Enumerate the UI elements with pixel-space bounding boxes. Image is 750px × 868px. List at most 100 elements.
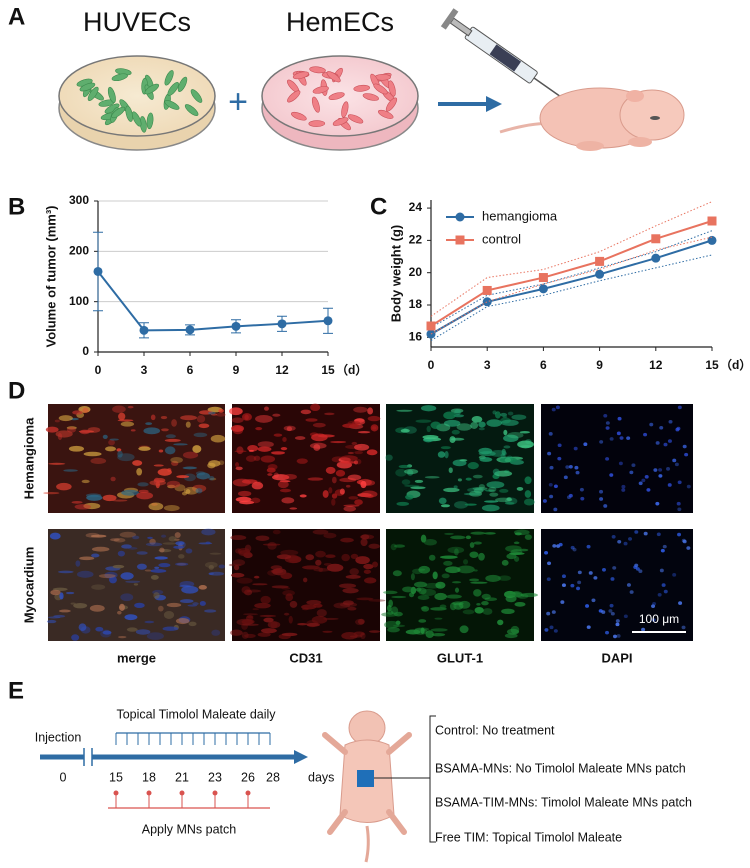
point bbox=[707, 216, 717, 226]
point bbox=[482, 297, 492, 307]
daily-label: Topical Timolol Maleate daily bbox=[116, 707, 276, 721]
legend-label: hemangioma bbox=[482, 208, 558, 223]
cell-label: HemECs bbox=[286, 7, 394, 37]
point bbox=[595, 256, 605, 266]
group-label: Free TIM: Topical Timolol Maleate bbox=[435, 830, 622, 844]
legend-marker bbox=[455, 235, 465, 245]
groups: Control: No treatment BSAMA-MNs: No Timol… bbox=[435, 723, 692, 844]
column-label: GLUT-1 bbox=[437, 650, 483, 665]
dish bbox=[58, 55, 216, 151]
cell-label: HUVECs bbox=[83, 7, 191, 37]
x-tick-label: 0 bbox=[95, 363, 102, 377]
series-line bbox=[97, 270, 329, 332]
series-line bbox=[430, 220, 713, 327]
x-tick-label: 9 bbox=[233, 363, 240, 377]
point bbox=[538, 273, 548, 283]
column-label: merge bbox=[117, 650, 156, 665]
column-label: DAPI bbox=[601, 650, 632, 665]
point bbox=[651, 234, 661, 244]
patch-dot bbox=[113, 790, 119, 796]
point bbox=[185, 325, 195, 335]
timeline-label: 18 bbox=[142, 770, 156, 784]
timeline-label: 26 bbox=[241, 770, 255, 784]
x-tick-label: 0 bbox=[428, 358, 435, 372]
column-label: CD31 bbox=[289, 650, 322, 665]
micrographs: Hemangioma Myocardium merge CD31 GLUT-1 DAPI 1… bbox=[21, 403, 693, 665]
y-axis-title: Body weight (g) bbox=[388, 225, 403, 323]
patch-dot bbox=[179, 790, 185, 796]
timeline-label: 28 bbox=[266, 770, 280, 784]
series-line bbox=[430, 239, 713, 335]
injection-label: Injection bbox=[35, 730, 82, 744]
timeline-label: 21 bbox=[175, 770, 189, 784]
group-label: BSAMA-TIM-MNs: Timolol Maleate MNs patch bbox=[435, 795, 692, 809]
panel-label: A bbox=[8, 3, 25, 30]
y-axis-title: Volume of tumor (mm³) bbox=[43, 205, 58, 347]
point bbox=[277, 319, 287, 329]
x-tick-label: 15 bbox=[705, 358, 719, 372]
y-tick-label: 20 bbox=[409, 265, 423, 279]
mouse-body bbox=[322, 710, 436, 863]
y-tick-label: 24 bbox=[409, 200, 423, 214]
timeline-marks: 0 15 18 21 23 26 28 days bbox=[60, 733, 334, 808]
point bbox=[707, 235, 717, 245]
panel-label: E bbox=[8, 677, 24, 704]
x-tick-label: 12 bbox=[275, 363, 289, 377]
timeline-label: 15 bbox=[109, 770, 123, 784]
panel-label: B bbox=[8, 193, 25, 220]
scale-bar-label: 100 μm bbox=[639, 612, 679, 626]
patch-dot bbox=[245, 790, 251, 796]
legend-marker bbox=[455, 212, 465, 222]
confidence-line bbox=[430, 254, 713, 341]
syringe bbox=[440, 8, 564, 99]
panel-label: D bbox=[8, 377, 25, 404]
chart: 16 18 20 22 24 0 3 6 9 12 15 （d） Body weight (g) hema… bbox=[388, 200, 750, 372]
confidence-line bbox=[430, 201, 713, 317]
point bbox=[231, 321, 241, 331]
plus: + bbox=[228, 83, 248, 121]
cells bbox=[76, 66, 398, 133]
x-tick-label: 12 bbox=[649, 358, 663, 372]
patch-label: Apply MNs patch bbox=[142, 822, 237, 836]
point bbox=[139, 325, 149, 335]
point bbox=[93, 266, 103, 276]
row-label: Myocardium bbox=[21, 547, 36, 624]
y-tick-label: 300 bbox=[69, 193, 89, 207]
x-unit: （d） bbox=[720, 357, 750, 372]
confidence-line bbox=[430, 230, 713, 329]
group-label: BSAMA-MNs: No Timolol Maleate MNs patch bbox=[435, 761, 686, 775]
y-tick-label: 0 bbox=[82, 344, 89, 358]
y-tick-label: 200 bbox=[69, 244, 89, 258]
group-label: Control: No treatment bbox=[435, 723, 555, 737]
patch-dot bbox=[146, 790, 152, 796]
legend-label: control bbox=[482, 231, 521, 246]
timeline-label: 0 bbox=[60, 770, 67, 784]
y-tick-label: 22 bbox=[409, 233, 423, 247]
chart: 0 100 200 300 0 3 6 9 12 15 （d） Volume of tumor (mm… bbox=[43, 193, 367, 377]
point bbox=[651, 253, 661, 263]
x-tick-label: 6 bbox=[540, 358, 547, 372]
point bbox=[482, 285, 492, 295]
point bbox=[538, 284, 548, 294]
panel-label: C bbox=[370, 193, 387, 220]
arrow bbox=[438, 96, 502, 112]
x-tick-label: 6 bbox=[187, 363, 194, 377]
y-tick-label: 16 bbox=[409, 329, 423, 343]
x-tick-label: 3 bbox=[484, 358, 491, 372]
y-tick-label: 18 bbox=[409, 297, 423, 311]
x-tick-label: 15 bbox=[321, 363, 335, 377]
point bbox=[595, 269, 605, 279]
timeline-unit: days bbox=[308, 770, 334, 784]
micrograph bbox=[541, 404, 693, 513]
x-tick-label: 3 bbox=[141, 363, 148, 377]
mouse bbox=[499, 87, 685, 151]
point bbox=[426, 321, 436, 331]
y-tick-label: 100 bbox=[69, 294, 89, 308]
point bbox=[323, 316, 333, 326]
patch-dot bbox=[212, 790, 218, 796]
confidence-line bbox=[430, 236, 713, 335]
x-tick-label: 9 bbox=[596, 358, 603, 372]
row-label: Hemangioma bbox=[21, 417, 36, 499]
